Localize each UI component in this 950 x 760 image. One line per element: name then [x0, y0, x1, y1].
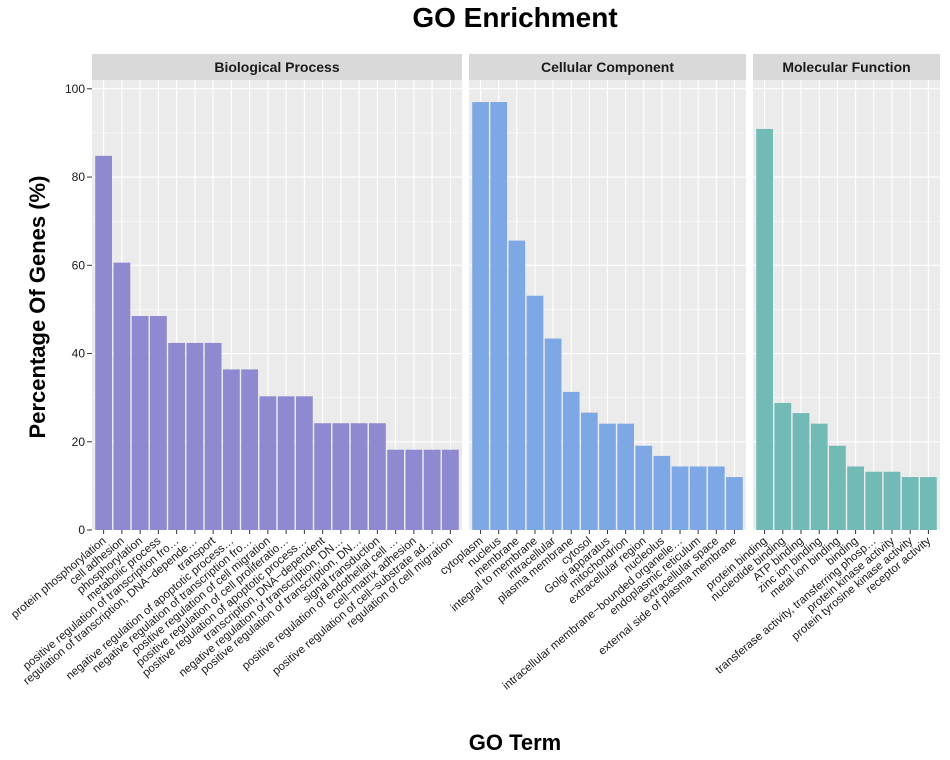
bar — [653, 455, 671, 530]
bar — [774, 402, 792, 530]
bar — [581, 412, 598, 530]
bar — [259, 396, 277, 530]
bar — [314, 423, 332, 530]
y-tick-label: 80 — [72, 170, 86, 184]
y-tick-label: 0 — [78, 523, 85, 537]
bar — [423, 449, 441, 530]
strip-label: Molecular Function — [782, 59, 910, 75]
bar — [204, 342, 222, 530]
bar — [920, 477, 937, 530]
bar — [441, 449, 459, 530]
strip-background — [92, 54, 462, 80]
bar — [883, 471, 901, 530]
bar — [472, 102, 489, 530]
bar — [350, 423, 368, 530]
bar — [756, 128, 773, 530]
y-axis: 0 20 40 60 80 100 — [65, 82, 92, 537]
bar — [368, 423, 386, 530]
bar — [635, 445, 653, 530]
bar — [689, 466, 707, 530]
strip-label: Biological Process — [214, 59, 339, 75]
bar — [186, 342, 204, 530]
strip-label: Cellular Component — [541, 59, 674, 75]
panel: Cellular Componentcytoplasmnucleusmembra… — [438, 54, 746, 692]
bar — [295, 396, 313, 530]
bar — [508, 240, 526, 530]
bar — [149, 316, 167, 530]
bar — [241, 369, 259, 530]
bar — [617, 423, 634, 530]
bar — [792, 413, 810, 530]
x-axis-title: GO Term — [468, 730, 562, 755]
bar — [847, 466, 864, 530]
bar — [387, 449, 405, 530]
bar — [131, 316, 149, 530]
bar — [168, 342, 186, 530]
bar — [277, 396, 295, 530]
bar — [726, 477, 743, 530]
bar — [332, 423, 350, 530]
bar — [865, 471, 883, 530]
y-tick-label: 100 — [65, 82, 85, 96]
bar — [95, 155, 113, 530]
y-tick-label: 40 — [72, 347, 86, 361]
bar — [113, 262, 131, 530]
y-tick-label: 20 — [72, 435, 86, 449]
bar — [671, 466, 689, 530]
strip-background — [469, 54, 746, 80]
chart-title: GO Enrichment — [412, 2, 618, 33]
bar — [810, 423, 828, 530]
bar — [490, 102, 508, 530]
bar — [405, 449, 423, 530]
bar — [526, 295, 544, 530]
bar — [829, 445, 846, 530]
bar — [544, 338, 562, 530]
y-tick-label: 60 — [72, 258, 86, 272]
bar — [707, 466, 725, 530]
bar — [222, 369, 240, 530]
strip-background — [753, 54, 940, 80]
bar — [901, 477, 919, 530]
bar — [562, 391, 580, 530]
bar — [599, 423, 616, 530]
